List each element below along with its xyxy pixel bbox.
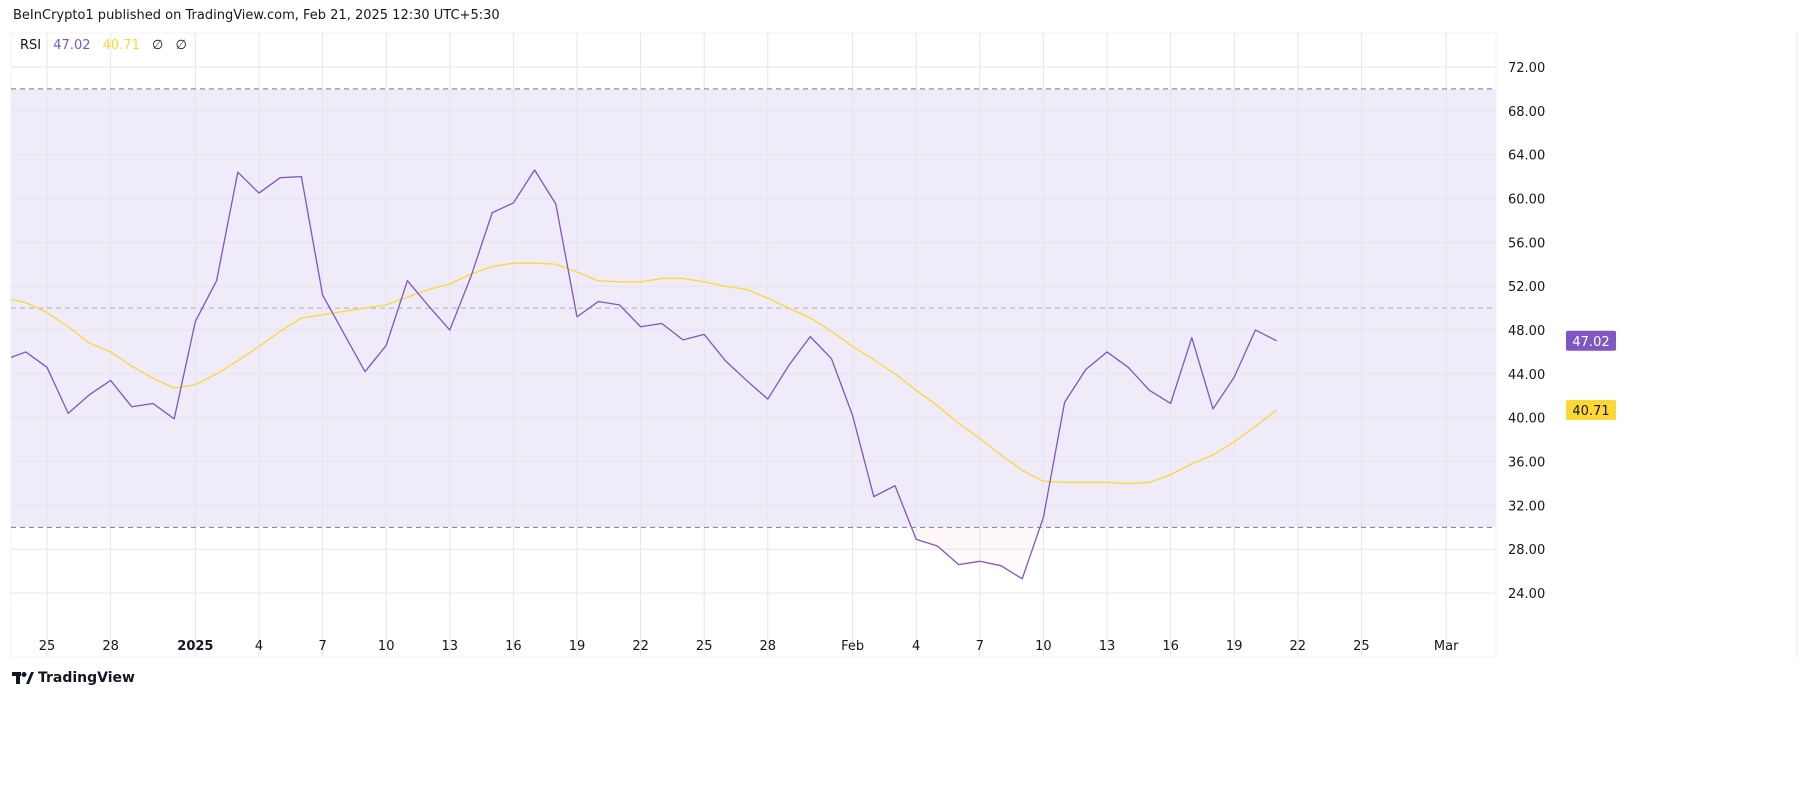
rsi-value: 47.02 <box>53 38 91 53</box>
x-tick-label: Feb <box>841 639 864 654</box>
indicator-name: RSI <box>20 38 42 53</box>
y-tick-label: 44.00 <box>1508 368 1545 383</box>
y-tick-label: 36.00 <box>1508 456 1545 471</box>
series-group <box>11 169 1277 580</box>
na-value-1: ∅ <box>151 38 164 53</box>
x-tick-label: 7 <box>976 639 984 654</box>
x-tick-label: 19 <box>1226 639 1243 654</box>
x-tick-label: 25 <box>696 639 713 654</box>
published-caption: BeInCrypto1 published on TradingView.com… <box>13 8 500 23</box>
indicator-legend[interactable]: RSI 47.02 40.71 ∅ ∅ <box>20 38 195 53</box>
y-tick-label: 40.00 <box>1508 412 1545 427</box>
x-tick-label: 2025 <box>177 639 213 654</box>
x-tick-label: 22 <box>1290 639 1307 654</box>
y-tick-label: 52.00 <box>1508 280 1545 295</box>
oversold-fill <box>11 527 1277 579</box>
tradingview-logo-icon <box>12 672 34 684</box>
y-tick-label: 28.00 <box>1508 543 1545 558</box>
x-tick-label: Mar <box>1434 639 1459 654</box>
ma-last-value-tag-bg <box>1566 399 1616 420</box>
x-tick-label: 7 <box>318 639 326 654</box>
y-tick-label: 60.00 <box>1508 193 1545 208</box>
tradingview-logo[interactable]: TradingView <box>12 670 135 686</box>
ma-last-value-tag: 40.71 <box>1572 404 1609 419</box>
x-tick-label: 16 <box>1162 639 1179 654</box>
y-tick-label: 72.00 <box>1508 61 1545 76</box>
x-tick-label: 22 <box>632 639 649 654</box>
x-tick-label: 19 <box>569 639 586 654</box>
x-tick-label: 4 <box>255 639 263 654</box>
x-tick-label: 16 <box>505 639 522 654</box>
x-tick-label: 13 <box>1099 639 1116 654</box>
ma-value: 40.71 <box>102 38 140 53</box>
x-tick-label: 25 <box>1353 639 1370 654</box>
x-tick-label: 4 <box>912 639 920 654</box>
rsi-last-value-tag: 47.02 <box>1572 335 1609 350</box>
logo-text: TradingView <box>38 670 135 686</box>
x-tick-label: 13 <box>442 639 459 654</box>
rsi-last-value-tag-bg <box>1566 330 1616 351</box>
x-tick-label: 10 <box>378 639 395 654</box>
ma-line <box>11 262 1277 485</box>
rsi-line <box>11 169 1277 580</box>
na-value-2: ∅ <box>175 38 187 53</box>
y-tick-label: 64.00 <box>1508 149 1545 164</box>
y-tick-label: 24.00 <box>1508 587 1545 602</box>
y-tick-label: 56.00 <box>1508 236 1545 251</box>
y-tick-label: 68.00 <box>1508 105 1545 120</box>
x-tick-label: 28 <box>760 639 777 654</box>
x-tick-label: 10 <box>1035 639 1052 654</box>
x-tick-label: 28 <box>102 639 119 654</box>
y-tick-label: 32.00 <box>1508 499 1545 514</box>
x-tick-label: 25 <box>39 639 56 654</box>
oversold-fill-group <box>11 527 1277 579</box>
y-tick-label: 48.00 <box>1508 324 1545 339</box>
